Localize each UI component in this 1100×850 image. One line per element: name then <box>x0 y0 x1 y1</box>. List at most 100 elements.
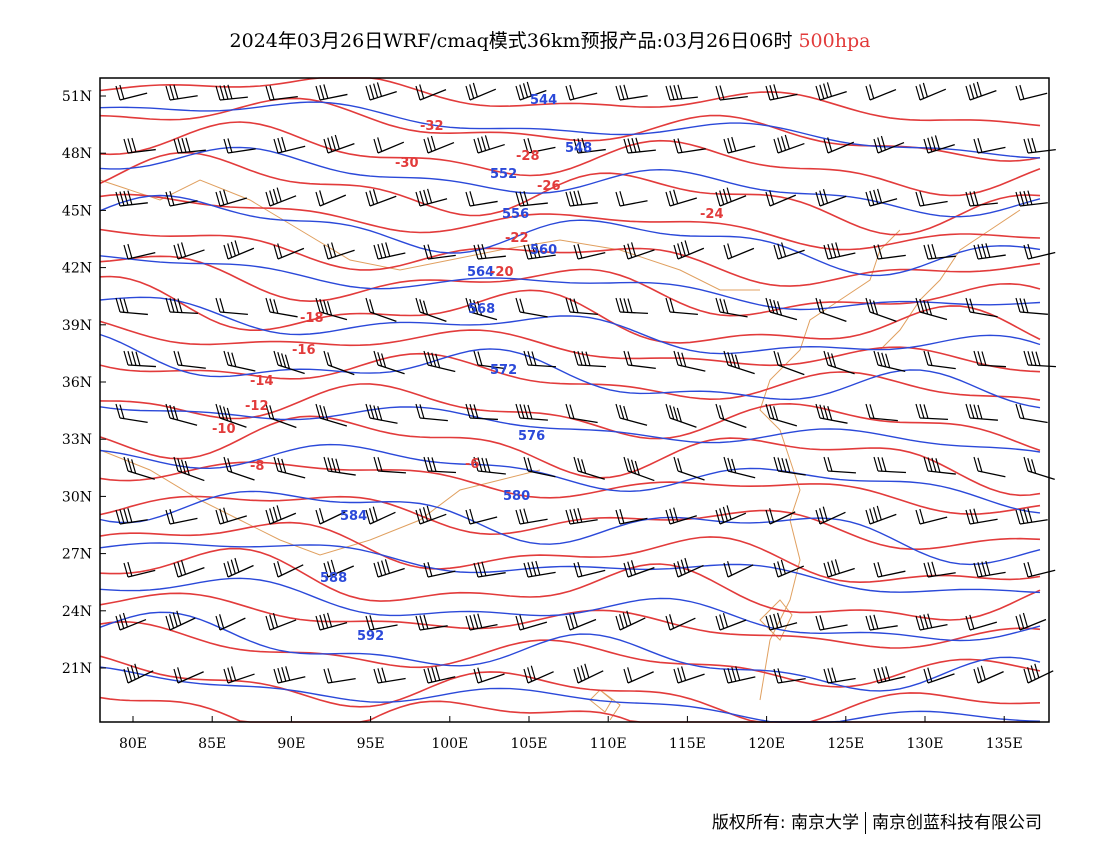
wind-barb <box>673 138 706 154</box>
wind-barb <box>365 615 398 631</box>
wind-barb <box>923 350 956 370</box>
temperature-label: -26 <box>537 179 561 194</box>
temperature-contour <box>99 415 1041 497</box>
wind-barb <box>873 666 906 684</box>
temperature-contour <box>99 255 1041 317</box>
wind-barb <box>173 137 206 154</box>
wind-barb <box>423 244 456 260</box>
wind-barb <box>573 350 606 368</box>
wind-barb <box>623 667 654 684</box>
wind-barb <box>673 240 705 260</box>
wind-barb <box>615 297 648 315</box>
wind-barb <box>923 135 955 154</box>
wind-barb <box>973 560 1006 578</box>
border-line <box>599 689 621 721</box>
y-tick-label: 45N <box>62 203 92 219</box>
wind-barb <box>865 614 898 631</box>
wind-barb <box>215 189 248 207</box>
wind-barb <box>173 350 206 369</box>
temperature-contour <box>99 495 1041 551</box>
wind-barb <box>723 243 755 260</box>
wind-barb <box>165 509 198 525</box>
x-tick-label: 85E <box>198 736 226 752</box>
wind-barb <box>223 456 255 481</box>
wind-barb <box>665 84 698 101</box>
map-frame <box>99 77 1050 723</box>
border-line <box>99 449 541 556</box>
height-label: 588 <box>320 571 347 586</box>
wind-barb <box>815 82 847 101</box>
pressure-level: 500hpa <box>798 30 871 52</box>
wind-barb <box>915 297 948 321</box>
wind-barb <box>373 137 405 154</box>
wind-barb <box>115 297 148 316</box>
height-label: 572 <box>490 363 517 378</box>
height-contour <box>99 490 1041 566</box>
height-contour <box>99 443 1041 514</box>
wind-barb <box>1023 243 1056 260</box>
wind-barb <box>915 508 948 525</box>
wind-barb <box>423 666 456 684</box>
footer-separator <box>865 812 866 834</box>
wind-barb <box>273 561 304 578</box>
temperature-label: -24 <box>700 207 724 222</box>
wind-barb <box>715 505 747 525</box>
wind-barb <box>565 612 597 631</box>
wind-barb <box>373 559 405 578</box>
wind-barb <box>573 137 606 154</box>
y-tick-label: 24N <box>62 604 92 620</box>
wind-barb <box>323 668 356 684</box>
wind-barb <box>523 560 556 578</box>
wind-barb <box>865 505 897 525</box>
wind-barb <box>215 403 247 428</box>
temperature-label: -8 <box>250 459 264 474</box>
x-tick-label: 90E <box>277 736 305 752</box>
wind-barb <box>365 82 397 101</box>
wind-barb <box>623 242 655 260</box>
wind-barbs <box>115 81 1056 684</box>
wind-barb <box>215 297 248 315</box>
wind-barb <box>865 84 897 101</box>
wind-barb <box>565 84 598 101</box>
temperature-contour <box>99 151 1041 236</box>
wind-barb <box>573 456 605 480</box>
wind-barb <box>715 612 747 631</box>
wind-barb <box>823 350 855 375</box>
wind-barb <box>465 613 498 631</box>
wind-barb <box>465 508 498 525</box>
wind-barb <box>273 456 306 479</box>
wind-barb <box>523 350 556 368</box>
wind-barb <box>1015 84 1048 101</box>
y-tick-label: 39N <box>62 318 92 334</box>
wind-barb <box>565 403 598 424</box>
wind-barb <box>123 243 156 260</box>
wind-barb <box>473 667 505 684</box>
wind-barb <box>765 508 796 525</box>
wind-barb <box>523 665 554 684</box>
wind-barb <box>765 84 798 101</box>
coastline-borders <box>99 179 1021 721</box>
wind-barb <box>965 81 997 101</box>
wind-barb <box>873 135 905 154</box>
wind-barb <box>315 84 348 101</box>
wind-barb <box>465 297 498 321</box>
wind-barb <box>323 456 356 476</box>
wind-barb <box>615 403 648 426</box>
wind-barb <box>965 614 998 631</box>
wind-barb <box>123 456 155 480</box>
y-tick-label: 48N <box>62 146 92 162</box>
wind-barb <box>573 561 606 578</box>
wind-barb <box>473 244 506 260</box>
wind-barb <box>115 84 148 101</box>
wind-barb <box>1015 612 1047 631</box>
wind-barb <box>473 135 505 154</box>
border-line <box>589 689 613 713</box>
wind-barb <box>215 84 248 101</box>
temperature-contour <box>99 655 1041 723</box>
wind-barb <box>965 403 998 421</box>
wind-barb <box>973 456 1006 478</box>
wind-barb <box>715 187 747 207</box>
wind-barb <box>823 456 856 474</box>
wind-barb <box>573 243 606 260</box>
wind-barb <box>165 84 198 101</box>
